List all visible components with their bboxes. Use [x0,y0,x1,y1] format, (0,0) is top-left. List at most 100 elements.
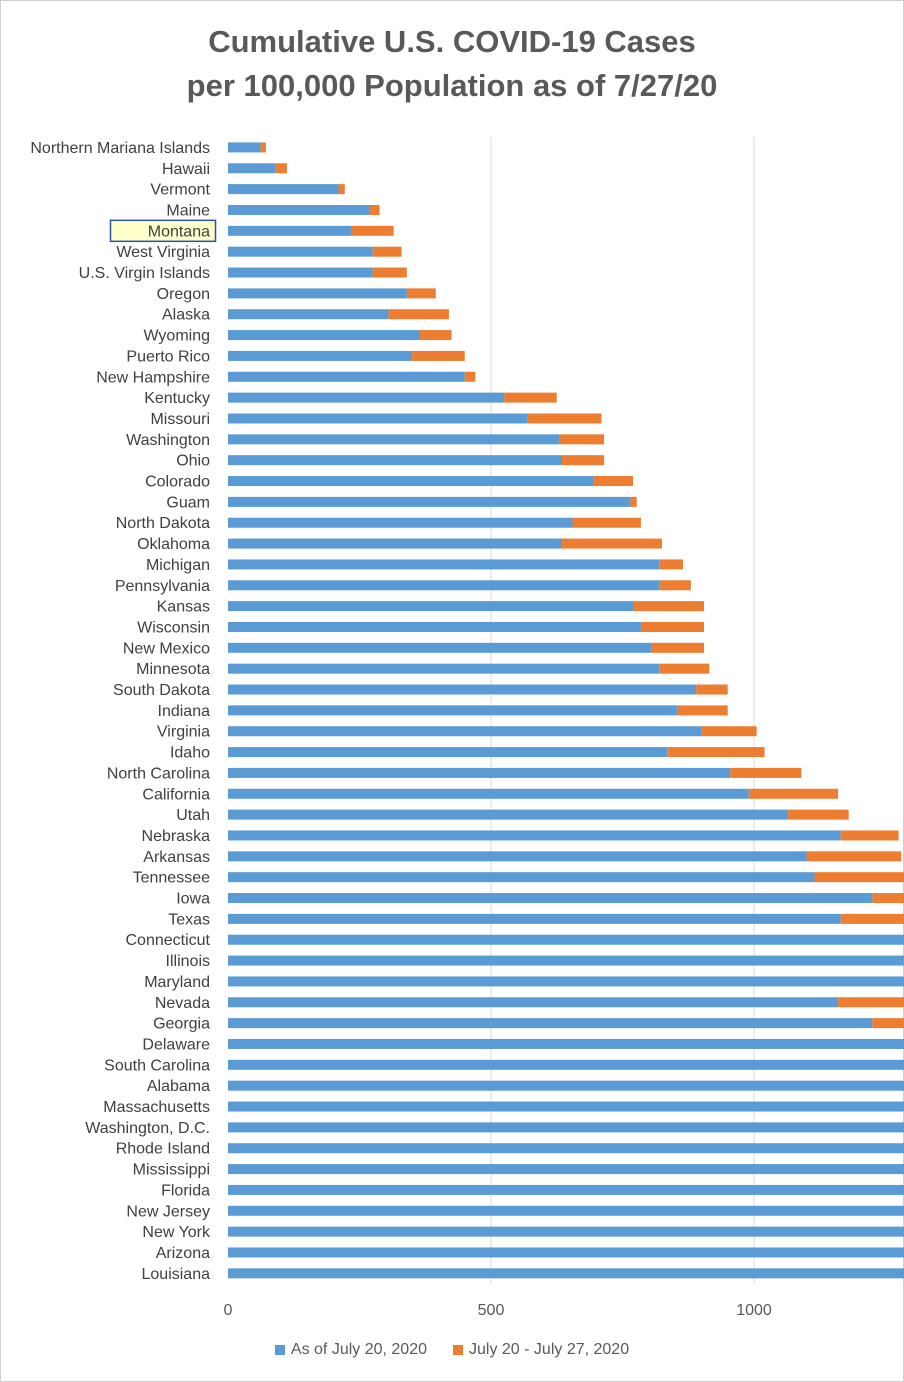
bar-ohio-series-1 [228,455,563,466]
category-label-new-mexico: New Mexico [123,640,210,657]
category-label-delaware: Delaware [142,1036,210,1053]
bar-ohio-series-2 [562,455,605,466]
category-label-new-jersey: New Jersey [126,1203,210,1220]
bar-georgia-series-1 [228,1018,873,1029]
bar-michigan-series-2 [659,559,683,570]
bar-missouri-series-1 [228,413,528,424]
bar-oregon-series-1 [228,288,407,299]
bar-indiana-series-2 [677,705,728,716]
bar-rhode-island-series-1 [228,1143,904,1154]
bar-montana-series-1 [228,225,352,236]
x-tick-label-500: 500 [478,1302,505,1319]
bar-missouri-series-2 [527,413,602,424]
category-label-new-hampshire: New Hampshire [96,369,210,386]
bar-west-virginia-series-1 [228,246,373,257]
category-label-illinois: Illinois [166,953,210,970]
category-label-arizona: Arizona [156,1245,210,1262]
category-label-california: California [142,786,210,803]
bar-arizona-series-1 [228,1247,904,1258]
category-label-utah: Utah [176,807,210,824]
legend-label-series-1: As of July 20, 2020 [290,1341,427,1358]
bar-south-dakota-series-1 [228,684,697,695]
bar-new-hampshire-series-2 [464,371,476,382]
category-label-massachusetts: Massachusetts [103,1099,210,1116]
bar-tennessee-series-2 [814,872,904,883]
bar-utah-series-2 [788,809,849,820]
category-label-iowa: Iowa [176,891,210,908]
category-label-guam: Guam [166,494,210,511]
category-label-wisconsin: Wisconsin [137,619,210,636]
bar-nevada-series-2 [838,997,904,1008]
category-label-alabama: Alabama [147,1078,210,1095]
bar-delaware-series-1 [228,1038,904,1049]
category-label-kansas: Kansas [157,599,210,616]
bar-colorado-series-1 [228,476,594,487]
bar-illinois-series-1 [228,955,904,966]
category-label-georgia: Georgia [153,1016,210,1033]
bar-south-carolina-series-1 [228,1059,904,1070]
bar-connecticut-series-1 [228,934,904,945]
chart-title-line-2: per 100,000 Population as of 7/27/20 [186,68,718,103]
category-label-virginia: Virginia [157,724,210,741]
x-tick-label-0: 0 [224,1302,233,1319]
bar-oklahoma-series-2 [562,538,662,549]
bar-guam-series-1 [228,496,631,507]
category-label-alaska: Alaska [162,307,210,324]
category-label-florida: Florida [161,1182,210,1199]
bar-northern-mariana-islands-series-1 [228,142,261,153]
bar-alabama-series-1 [228,1080,904,1091]
bar-virginia-series-2 [701,726,757,737]
bar-new-jersey-series-1 [228,1205,904,1216]
category-label-north-carolina: North Carolina [107,765,210,782]
bar-oklahoma-series-1 [228,538,563,549]
category-label-tennessee: Tennessee [133,870,210,887]
bar-north-carolina-series-1 [228,767,731,778]
bar-maine-series-1 [228,204,371,215]
bar-vermont-series-1 [228,184,339,195]
bar-michigan-series-1 [228,559,660,570]
bar-minnesota-series-2 [659,663,710,674]
legend-item-series-1: As of July 20, 2020 [274,1341,427,1359]
bar-pennsylvania-series-1 [228,580,660,591]
bar-west-virginia-series-2 [372,246,402,257]
category-label-maryland: Maryland [144,974,210,991]
category-label-nevada: Nevada [155,995,210,1012]
bar-puerto-rico-series-1 [228,350,413,361]
bar-arkansas-series-2 [806,851,902,862]
bar-maryland-series-1 [228,976,904,987]
bar-tennessee-series-1 [228,872,815,883]
bar-colorado-series-2 [593,476,634,487]
bar-washington-series-1 [228,434,560,445]
category-label-wyoming: Wyoming [143,328,210,345]
category-label-south-carolina: South Carolina [104,1057,210,1074]
category-label-puerto-rico: Puerto Rico [126,348,210,365]
category-label-mississippi: Mississippi [133,1162,210,1179]
bar-alaska-series-1 [228,309,389,320]
bar-guam-series-2 [630,496,637,507]
category-label-indiana: Indiana [158,703,211,720]
bar-new-mexico-series-2 [651,642,705,653]
bar-texas-series-2 [840,913,904,924]
bar-georgia-series-2 [872,1018,904,1029]
bar-hawaii-series-1 [228,163,276,174]
category-label-louisiana: Louisiana [142,1266,211,1283]
category-label-u-s-virgin-islands: U.S. Virgin Islands [79,265,210,282]
category-label-maine: Maine [166,202,210,219]
bar-puerto-rico-series-2 [412,350,465,361]
category-label-minnesota: Minnesota [136,661,210,678]
bar-virginia-series-1 [228,726,702,737]
bar-california-series-1 [228,788,749,799]
category-label-ohio: Ohio [176,453,210,470]
category-label-north-dakota: North Dakota [116,515,210,532]
highlight-box-montana [109,219,217,243]
bar-massachusetts-series-1 [228,1101,904,1112]
bar-florida-series-1 [228,1184,904,1195]
bar-washington-series-2 [559,434,605,445]
bar-indiana-series-1 [228,705,678,716]
bar-arkansas-series-1 [228,851,807,862]
category-label-idaho: Idaho [170,745,210,762]
bar-maine-series-2 [370,204,380,215]
bar-texas-series-1 [228,913,841,924]
bar-wisconsin-series-2 [640,621,705,632]
